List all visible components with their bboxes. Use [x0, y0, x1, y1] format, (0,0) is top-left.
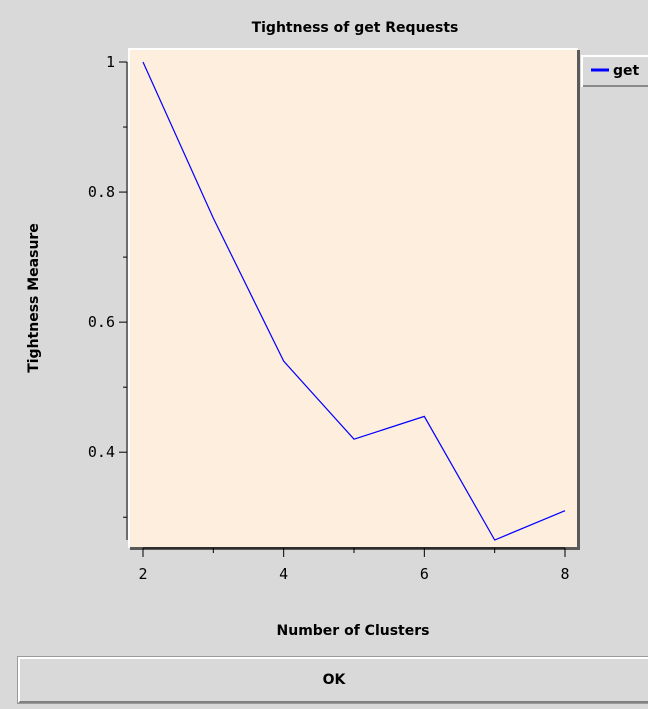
y-tick-label: 1	[106, 53, 115, 71]
series-line-get	[142, 61, 566, 541]
y-axis-label: Tightness Measure	[26, 223, 42, 373]
legend-label-get: get	[613, 63, 640, 79]
plot-area	[130, 50, 577, 547]
series-layer	[142, 61, 566, 541]
y-tick-label: 0.8	[88, 183, 115, 201]
y-tick-label: 0.6	[88, 313, 115, 331]
x-tick-label: 8	[560, 565, 569, 583]
x-axis: 2 4 6 8	[138, 547, 570, 583]
x-tick-label: 4	[279, 565, 288, 583]
x-tick-label: 6	[420, 565, 429, 583]
x-axis-label: Number of Clusters	[277, 623, 430, 639]
legend: get	[581, 55, 648, 87]
x-tick-label: 2	[138, 565, 147, 583]
ok-button[interactable]: OK	[17, 656, 648, 704]
chart-title: Tightness of get Requests	[252, 20, 459, 36]
chart: Tightness of get Requests 1 0.8 0.6 0.4 2 4 6…	[26, 20, 648, 639]
y-tick-label: 0.4	[88, 443, 115, 461]
y-axis: 1 0.8 0.6 0.4	[88, 53, 128, 540]
